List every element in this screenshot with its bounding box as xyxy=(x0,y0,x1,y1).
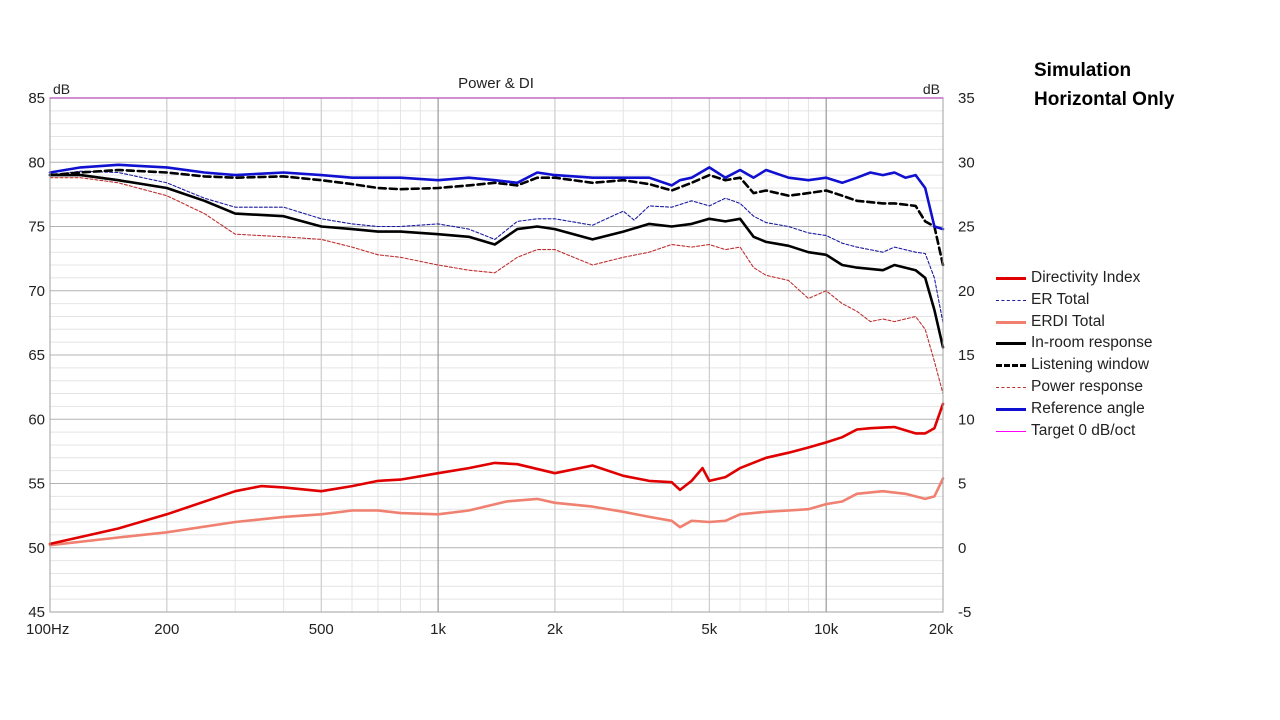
series-line-erdi-total xyxy=(48,477,945,547)
x-tick-label: 1k xyxy=(430,621,446,638)
chart-title: Power & DI xyxy=(458,75,534,92)
legend-swatch xyxy=(996,430,1026,432)
series-line-listening-window xyxy=(48,168,945,267)
legend-label: Power response xyxy=(1031,377,1144,395)
left-y-tick-label: 60 xyxy=(28,411,45,428)
legend-swatch xyxy=(996,364,1026,368)
annotation-line-2: Horizontal Only xyxy=(1034,89,1175,110)
plot-border xyxy=(49,97,944,613)
legend-swatch xyxy=(996,407,1026,411)
series-line-reference-angle xyxy=(48,163,945,231)
left-y-tick-label: 70 xyxy=(28,283,45,300)
x-tick-label: 100Hz xyxy=(26,621,69,638)
x-tick-label: 5k xyxy=(701,621,717,638)
left-y-tick-label: 80 xyxy=(28,154,45,171)
x-tick-label: 2k xyxy=(547,621,563,638)
legend-label: ER Total xyxy=(1031,290,1090,308)
right-y-tick-label: 30 xyxy=(958,154,975,171)
right-y-tick-label: -5 xyxy=(958,604,971,621)
right-y-tick-label: 20 xyxy=(958,283,975,300)
legend-label: Directivity Index xyxy=(1031,269,1141,286)
legend-swatch xyxy=(996,320,1026,324)
x-tick-label: 200 xyxy=(154,621,179,638)
legend-label: Reference angle xyxy=(1031,399,1145,417)
left-y-tick-label: 75 xyxy=(28,219,45,236)
legend-swatch xyxy=(996,277,1026,280)
x-tick-label: 500 xyxy=(309,621,334,638)
left-y-tick-label: 45 xyxy=(28,604,45,621)
annotation-line-1: Simulation xyxy=(1034,60,1132,81)
right-y-tick-label: 25 xyxy=(958,219,975,236)
left-axis-unit: dB xyxy=(53,81,70,97)
x-tick-label: 10k xyxy=(814,621,839,638)
series-line-power-response xyxy=(49,177,944,395)
left-y-tick-label: 55 xyxy=(28,476,45,493)
legend-label: Listening window xyxy=(1031,356,1150,374)
right-y-tick-label: 0 xyxy=(958,540,966,557)
right-axis-unit: dB xyxy=(923,81,940,97)
right-y-tick-label: 35 xyxy=(958,90,975,107)
legend-label: Target 0 dB/oct xyxy=(1031,421,1136,439)
series-line-directivity-index xyxy=(48,402,945,546)
simulation-annotation: Simulation Horizontal Only xyxy=(1034,56,1174,114)
left-y-tick-label: 50 xyxy=(28,540,45,557)
right-y-tick-label: 5 xyxy=(958,476,966,493)
left-y-tick-label: 65 xyxy=(28,347,45,364)
legend-swatch xyxy=(996,342,1026,346)
right-y-tick-label: 15 xyxy=(958,347,975,364)
right-y-tick-labels: -5 0 5 10 15 20 25 30 35 xyxy=(958,90,975,621)
left-y-tick-label: 85 xyxy=(28,90,45,107)
left-y-tick-labels: 45 50 55 60 65 70 75 80 85 xyxy=(28,90,45,621)
right-y-tick-label: 10 xyxy=(958,411,975,428)
series-line-in-room-response xyxy=(48,173,945,349)
legend-label: ERDI Total xyxy=(1031,312,1105,330)
legend-swatch xyxy=(996,386,1026,388)
x-tick-labels: 100Hz 200 500 1k 2k 5k 10k 20k xyxy=(26,621,954,638)
x-tick-label: 20k xyxy=(929,621,954,638)
legend-swatch xyxy=(996,299,1026,301)
series-line-er-total xyxy=(49,170,944,324)
legend-label: In-room response xyxy=(1031,334,1153,352)
